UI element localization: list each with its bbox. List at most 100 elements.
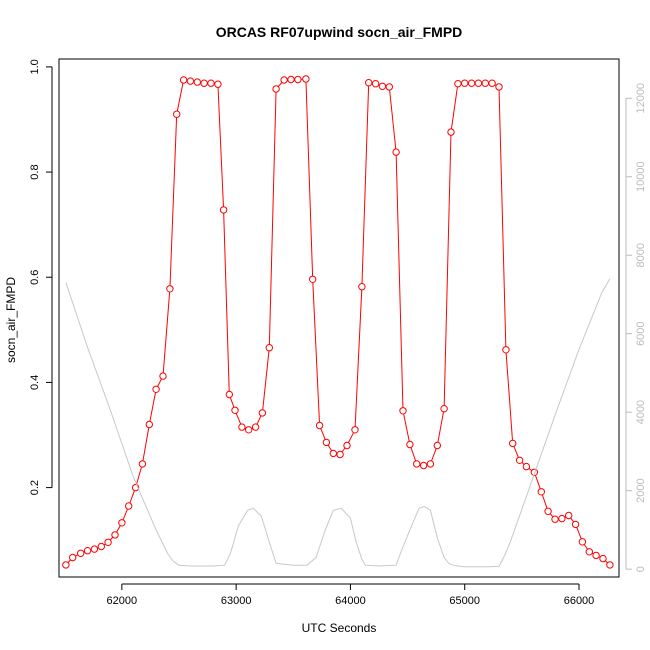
- data-point: [365, 79, 373, 87]
- data-point: [258, 409, 267, 417]
- data-point: [522, 462, 531, 471]
- x-tick-label: 63000: [221, 595, 252, 607]
- data-point: [179, 76, 188, 84]
- data-point: [152, 385, 160, 393]
- y2-axis: 0 2000 4000 6000 8000 10000 12000: [625, 83, 647, 572]
- data-point: [329, 449, 337, 458]
- data-point: [481, 79, 489, 87]
- data-point: [488, 79, 496, 87]
- data-point: [392, 148, 400, 156]
- data-point: [145, 420, 154, 429]
- data-point: [302, 75, 310, 83]
- data-point: [378, 82, 387, 91]
- data-point: [467, 79, 476, 87]
- x-tick-label: 64000: [335, 595, 366, 607]
- data-point: [294, 75, 302, 84]
- data-point: [315, 421, 324, 430]
- data-point: [565, 511, 573, 520]
- data-point: [62, 561, 70, 569]
- plot-area: [62, 75, 614, 569]
- data-point: [440, 405, 448, 413]
- data-point: [571, 520, 580, 529]
- data-point: [186, 77, 195, 85]
- data-point: [287, 75, 295, 84]
- series-line-altitude: [65, 278, 611, 568]
- data-point: [585, 548, 593, 556]
- y-tick-label: 0.4: [29, 375, 41, 390]
- data-point: [551, 515, 559, 523]
- data-point: [509, 439, 517, 448]
- y2-tick-label: 12000: [635, 83, 647, 114]
- data-point: [413, 460, 421, 468]
- data-point: [309, 275, 317, 283]
- y-tick-label: 0.8: [29, 164, 41, 179]
- data-point: [502, 346, 510, 354]
- data-point: [495, 83, 503, 91]
- x-axis: 62000 63000 64000 65000 66000: [107, 583, 595, 607]
- y-tick-label: 0.6: [29, 270, 41, 285]
- data-point: [474, 79, 483, 87]
- data-point: [558, 514, 566, 523]
- data-point: [225, 390, 234, 399]
- x-tick-label: 66000: [564, 595, 595, 607]
- chart-title: ORCAS RF07upwind socn_air_FMPD: [216, 24, 463, 40]
- y-tick-label: 0.2: [29, 480, 41, 495]
- data-point: [251, 423, 260, 431]
- data-point: [578, 538, 587, 546]
- data-point: [447, 128, 455, 136]
- data-point: [238, 423, 246, 431]
- data-point: [231, 406, 239, 414]
- data-point: [104, 538, 112, 546]
- data-point: [515, 456, 524, 464]
- y2-tick-label: 6000: [635, 321, 647, 345]
- data-point: [90, 545, 99, 553]
- y2-tick-label: 10000: [635, 161, 647, 192]
- y-tick-label: 1.0: [29, 59, 41, 74]
- data-point: [358, 283, 366, 291]
- data-point: [599, 554, 607, 563]
- data-point: [245, 426, 253, 434]
- data-point: [83, 547, 92, 555]
- data-point: [322, 438, 331, 447]
- y-axis: 0.2 0.4 0.6 0.8 1.0: [29, 59, 53, 495]
- data-point: [77, 549, 85, 557]
- x-axis-label: UTC Seconds: [302, 621, 377, 635]
- data-point: [343, 441, 351, 450]
- data-point: [280, 76, 288, 84]
- data-point: [351, 426, 359, 434]
- x-tick-label: 62000: [107, 595, 138, 607]
- data-point: [426, 460, 435, 468]
- data-point: [200, 79, 208, 87]
- data-point: [207, 79, 215, 87]
- data-point: [544, 507, 552, 515]
- data-point: [166, 285, 174, 293]
- data-point: [606, 561, 614, 569]
- data-point: [173, 110, 181, 118]
- data-point: [461, 79, 469, 87]
- y2-tick-label: 8000: [635, 243, 647, 267]
- data-point: [219, 206, 228, 214]
- data-point: [399, 407, 407, 415]
- y2-tick-label: 2000: [635, 478, 647, 502]
- data-point: [111, 531, 119, 539]
- data-point: [118, 519, 126, 527]
- y2-tick-label: 0: [635, 566, 647, 572]
- data-point: [537, 488, 545, 496]
- x-tick-label: 65000: [449, 595, 480, 607]
- data-point: [385, 83, 393, 91]
- data-point: [265, 344, 273, 352]
- data-point: [592, 551, 600, 560]
- plot-frame: [58, 58, 620, 578]
- data-point: [193, 78, 202, 86]
- data-point: [406, 440, 414, 449]
- data-point: [336, 450, 344, 459]
- data-point: [272, 85, 280, 93]
- y2-tick-label: 4000: [635, 400, 647, 424]
- data-point: [433, 441, 441, 450]
- data-point: [371, 80, 380, 88]
- data-point: [138, 460, 147, 468]
- data-point: [97, 542, 106, 551]
- data-point: [69, 553, 77, 562]
